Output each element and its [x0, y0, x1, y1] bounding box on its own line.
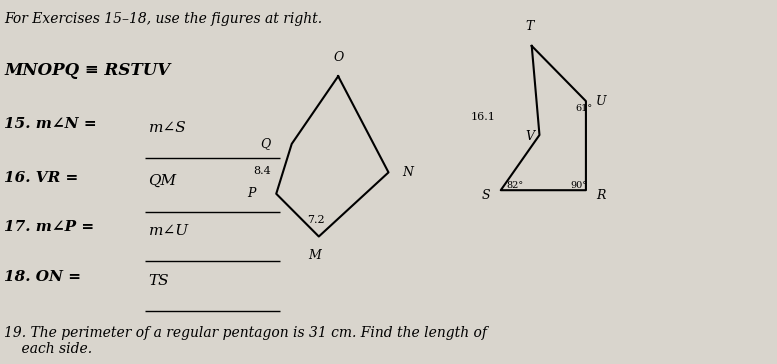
Text: O: O [333, 51, 343, 64]
Text: P: P [247, 187, 256, 200]
Text: M: M [308, 249, 322, 262]
Text: 16. VR =: 16. VR = [5, 171, 84, 185]
Text: R: R [596, 189, 605, 202]
Text: 18. ON =: 18. ON = [5, 270, 87, 284]
Text: N: N [402, 166, 413, 179]
Text: 61°: 61° [576, 104, 593, 113]
Text: m∠S: m∠S [148, 121, 186, 135]
Text: S: S [482, 189, 491, 202]
Text: V: V [525, 130, 534, 143]
Text: 82°: 82° [506, 181, 523, 190]
Text: MNOPQ ≡ RSTUV: MNOPQ ≡ RSTUV [5, 62, 171, 79]
Text: m∠U: m∠U [148, 224, 189, 238]
Text: 15. m∠N =: 15. m∠N = [5, 117, 103, 131]
Text: 19. The perimeter of a regular pentagon is 31 cm. Find the length of
    each si: 19. The perimeter of a regular pentagon … [5, 325, 487, 356]
Text: 8.4: 8.4 [253, 166, 271, 175]
Text: T: T [525, 20, 534, 33]
Text: Q: Q [260, 137, 271, 150]
Text: 90°: 90° [570, 181, 587, 190]
Text: QM: QM [148, 174, 176, 188]
Text: TS: TS [148, 274, 169, 288]
Text: U: U [596, 95, 607, 108]
Text: 17. m∠P =: 17. m∠P = [5, 221, 100, 234]
Text: For Exercises 15–18, use the figures at right.: For Exercises 15–18, use the figures at … [5, 12, 322, 26]
Text: 16.1: 16.1 [470, 112, 496, 122]
Text: 7.2: 7.2 [308, 215, 325, 225]
